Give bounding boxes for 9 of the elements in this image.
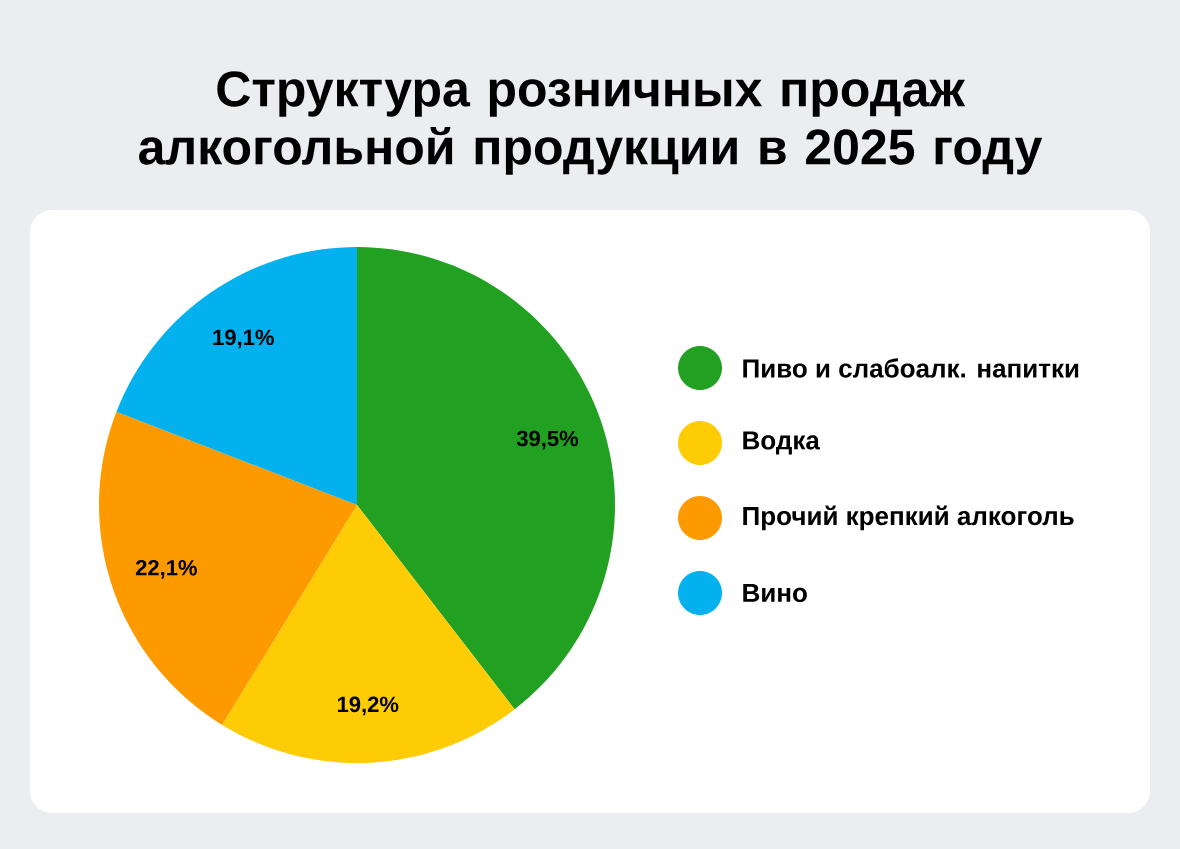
chart-title: Структура розничных продаж алкогольной продукции в 2025 году bbox=[139, 71, 1043, 175]
legend-label: Вино bbox=[743, 583, 807, 603]
legend-label: Прочий крепкий алкоголь bbox=[743, 505, 1074, 531]
data-label: 22,1% bbox=[135, 559, 197, 579]
data-label: 19,2% bbox=[337, 696, 399, 716]
legend-label: Водка bbox=[743, 431, 821, 455]
data-label: 39,5% bbox=[516, 430, 579, 450]
data-label: 19,1% bbox=[213, 329, 274, 349]
legend-label: Пиво и слабоалк. напитки bbox=[743, 358, 1079, 378]
